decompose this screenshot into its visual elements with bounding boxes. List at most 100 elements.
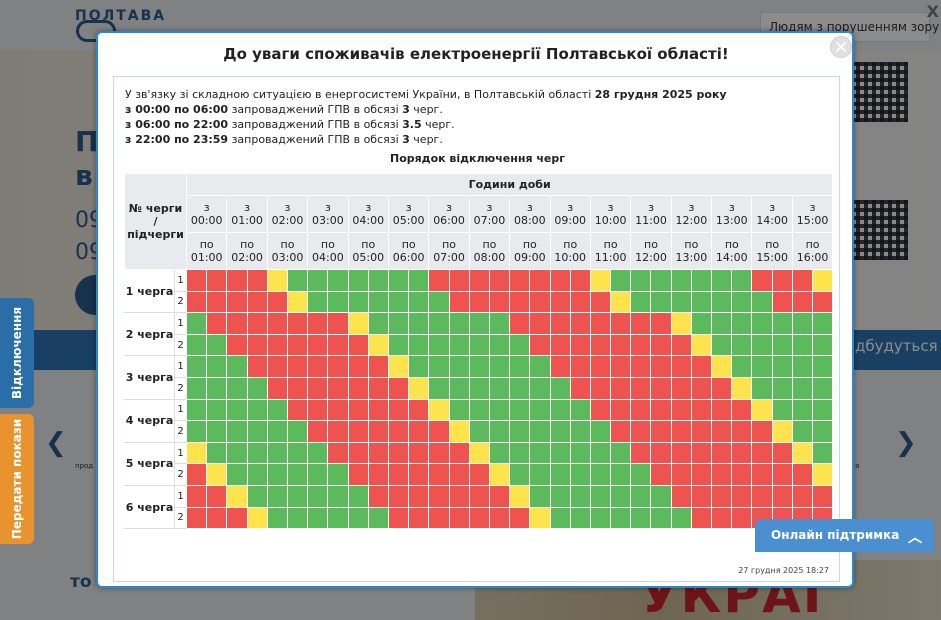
modal-close-icon[interactable]: ✕ bbox=[830, 36, 852, 58]
schedule-slot-on bbox=[488, 441, 511, 465]
hour-value: 15:00 bbox=[756, 251, 789, 264]
carousel-next-icon[interactable]: ❯ bbox=[895, 428, 917, 458]
schedule-slot-on bbox=[286, 463, 309, 486]
schedule-slot-on bbox=[791, 333, 814, 357]
schedule-slot-off bbox=[589, 312, 612, 335]
schedule-slot-off bbox=[711, 441, 733, 465]
subqueue-label: 1 bbox=[174, 484, 187, 508]
schedule-slot-off bbox=[731, 441, 753, 465]
schedule-slot-on bbox=[690, 290, 713, 314]
schedule-slot-on bbox=[226, 398, 248, 422]
schedule-slot-on bbox=[408, 312, 430, 335]
hour-prefix: з bbox=[486, 201, 493, 214]
schedule-slot-off bbox=[690, 376, 713, 400]
hour-value: 02:00 bbox=[271, 214, 304, 227]
schedule-slot-off bbox=[630, 441, 652, 465]
submit-readings-side-tab[interactable]: Передати покази bbox=[0, 414, 34, 544]
outages-side-tab[interactable]: Відключення bbox=[0, 298, 34, 408]
hour-value: 11:00 bbox=[635, 214, 667, 227]
schedule-slot-on bbox=[408, 269, 430, 292]
hour-to-header: по 15:00 bbox=[751, 232, 793, 270]
schedule-slot-on bbox=[387, 269, 410, 292]
hour-value: 15:00 bbox=[796, 214, 829, 227]
subqueue-label: 2 bbox=[174, 290, 187, 314]
schedule-slot-off bbox=[751, 441, 773, 465]
site-logo[interactable]: ПОЛТАВА bbox=[75, 8, 167, 24]
schedule-slot-possible bbox=[791, 441, 814, 465]
schedule-slot-off bbox=[468, 290, 490, 314]
schedule-slot-on bbox=[589, 420, 612, 443]
schedule-slot-possible bbox=[246, 506, 268, 530]
schedule-slot-off bbox=[690, 355, 713, 378]
schedule-slot-off bbox=[509, 290, 531, 314]
schedule-slot-on bbox=[206, 420, 228, 443]
schedule-slot-on bbox=[610, 269, 632, 292]
schedule-slot-off bbox=[731, 420, 753, 443]
schedule-slot-possible bbox=[690, 333, 713, 357]
schedule-slot-on bbox=[468, 398, 490, 422]
schedule-slot-on bbox=[589, 506, 612, 530]
schedule-slot-on bbox=[387, 312, 410, 335]
schedule-slot-on bbox=[428, 312, 450, 335]
online-support-label: Онлайн підтримка bbox=[771, 528, 900, 542]
schedule-slot-on bbox=[387, 333, 410, 357]
hour-value: 10:00 bbox=[554, 251, 587, 264]
schedule-slot-on bbox=[266, 441, 288, 465]
hour-value: 03:00 bbox=[271, 251, 304, 264]
table-row: 2 черга 1 bbox=[124, 312, 834, 357]
schedule-slot-off bbox=[367, 376, 389, 400]
subqueue-label: 2 bbox=[174, 506, 187, 530]
schedule-slot-off bbox=[690, 398, 713, 422]
schedule-slot-off bbox=[428, 484, 450, 508]
schedule-slot-off bbox=[206, 506, 228, 530]
online-support-chat-button[interactable]: Онлайн підтримка ︿ bbox=[755, 519, 934, 552]
hour-prefix: по bbox=[724, 238, 739, 251]
schedule-slot-off bbox=[185, 290, 208, 314]
schedule-slot-off bbox=[367, 355, 389, 378]
notice-text: черг. bbox=[421, 118, 455, 131]
schedule-slot-off bbox=[690, 420, 713, 443]
notice-text: запроваджений ГПВ в обсязі bbox=[228, 133, 403, 146]
schedule-slot-off bbox=[408, 420, 430, 443]
schedule-slot-off bbox=[771, 441, 793, 465]
hour-value: 16:00 bbox=[796, 251, 829, 264]
hour-value: 13:00 bbox=[715, 214, 748, 227]
schedule-slot-on bbox=[327, 506, 349, 530]
schedule-slot-off bbox=[650, 312, 672, 335]
hour-prefix: по bbox=[442, 238, 456, 251]
schedule-slot-on bbox=[771, 312, 793, 335]
schedule-slot-off bbox=[428, 463, 450, 486]
schedule-slot-on bbox=[286, 420, 309, 443]
updated-timestamp: 27 грудня 2025 18:27 bbox=[738, 566, 829, 575]
schedule-slot-off bbox=[327, 420, 349, 443]
schedule-slot-possible bbox=[286, 290, 309, 314]
hour-value: 04:00 bbox=[352, 214, 385, 227]
queue-label: 2 черга bbox=[124, 312, 175, 357]
schedule-slot-off bbox=[589, 355, 612, 378]
schedule-slot-off bbox=[408, 398, 430, 422]
schedule-slot-on bbox=[771, 355, 793, 378]
hour-from-header: з 02:00 bbox=[266, 195, 309, 233]
schedule-slot-on bbox=[408, 290, 430, 314]
schedule-slot-off bbox=[731, 398, 753, 422]
schedule-slot-on bbox=[569, 441, 591, 465]
page-close-icon[interactable]: X bbox=[926, 2, 939, 21]
schedule-slot-off bbox=[327, 376, 349, 400]
notice-volume: 3 bbox=[402, 103, 410, 116]
schedule-slot-off bbox=[670, 463, 692, 486]
schedule-slot-off bbox=[731, 506, 753, 530]
notice-line: з 22:00 по 23:59 запроваджений ГПВ в обс… bbox=[125, 132, 443, 147]
schedule-slot-off bbox=[286, 398, 309, 422]
schedule-slot-off bbox=[246, 312, 268, 335]
schedule-slot-on bbox=[509, 420, 531, 443]
carousel-prev-icon[interactable]: ❮ bbox=[45, 428, 67, 458]
schedule-slot-off bbox=[711, 506, 733, 530]
schedule-slot-on bbox=[185, 312, 208, 335]
schedule-slot-on bbox=[529, 463, 551, 486]
schedule-slot-on bbox=[286, 269, 309, 292]
table-row: 3 черга 1 bbox=[124, 355, 834, 400]
hour-value: 12:00 bbox=[675, 214, 708, 227]
hour-to-header: по 16:00 bbox=[791, 232, 834, 270]
hour-prefix: по bbox=[361, 238, 376, 251]
hour-value: 01:00 bbox=[190, 251, 223, 264]
